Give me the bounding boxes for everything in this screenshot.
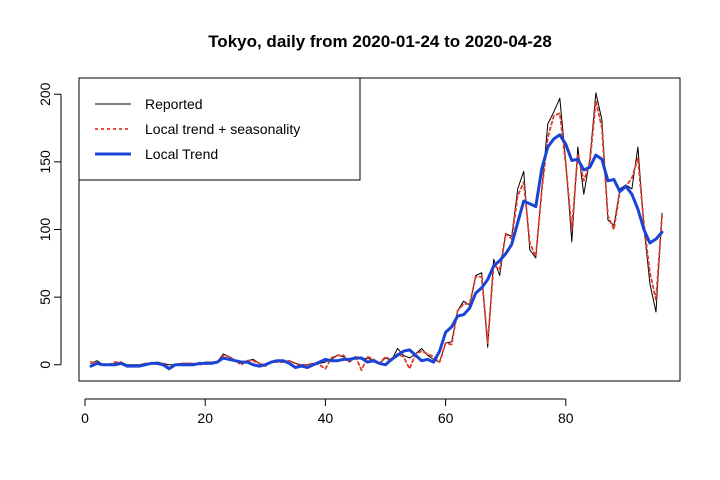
series-line-local-trend	[89, 133, 664, 371]
x-tick-label: 0	[81, 410, 89, 426]
axis-layer: 0 20 40 60 80 0 50 100 150 200	[37, 82, 574, 426]
y-tick-label: 0	[37, 361, 53, 369]
x-tick-label: 60	[438, 410, 454, 426]
legend-label-local-trend: Local Trend	[145, 146, 218, 162]
chart-title: Tokyo, daily from 2020-01-24 to 2020-04-…	[208, 32, 552, 51]
legend-label-reported: Reported	[145, 96, 203, 112]
plot-frame	[78, 77, 681, 382]
series-layer	[89, 92, 664, 372]
legend-label-local-trend-seasonality: Local trend + seasonality	[145, 121, 300, 137]
x-tick-label: 80	[558, 410, 574, 426]
y-tick-label: 50	[37, 289, 53, 305]
y-tick-label: 200	[37, 82, 53, 106]
legend: Reported Local trend + seasonality Local…	[78, 77, 361, 181]
y-tick-label: 150	[37, 150, 53, 174]
x-tick-label: 20	[197, 410, 213, 426]
y-tick-label: 100	[37, 218, 53, 242]
x-tick-label: 40	[318, 410, 334, 426]
